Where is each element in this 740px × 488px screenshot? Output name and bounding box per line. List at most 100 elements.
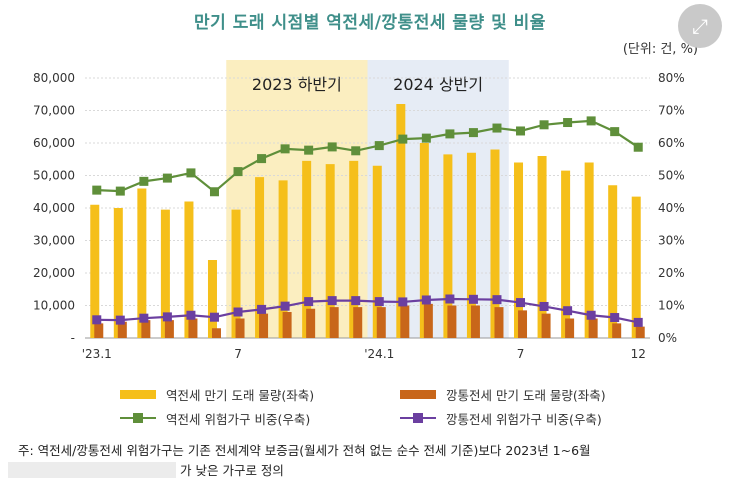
marker-reverse-jeonse-ratio	[610, 127, 620, 137]
bar-empty-jeonse	[612, 323, 622, 338]
y-right-tick-label: 50%	[658, 169, 685, 183]
y-right-tick-label: 70%	[658, 104, 685, 118]
bar-reverse-jeonse	[608, 185, 618, 338]
bar-reverse-jeonse	[231, 209, 241, 338]
legend-item-empty-jeonse-ratio: 깡통전세 위험가구 비중(우축)	[400, 409, 680, 428]
bar-empty-jeonse	[353, 307, 363, 338]
footnote-line-2: 가 낮은 가구로 정의	[180, 463, 284, 478]
marker-empty-jeonse-ratio	[468, 294, 478, 304]
bar-reverse-jeonse	[325, 164, 335, 338]
legend-label: 역전세 만기 도래 물량(좌축)	[166, 387, 315, 403]
expand-arrows-icon[interactable]: ⤢	[678, 4, 722, 48]
bar-reverse-jeonse	[584, 162, 594, 338]
chart-title: 만기 도래 시점별 역전세/깡통전세 물량 및 비율	[194, 13, 546, 33]
marker-empty-jeonse-ratio	[92, 315, 102, 325]
marker-empty-jeonse-ratio	[492, 295, 502, 305]
bar-reverse-jeonse	[90, 204, 100, 338]
footnote: 주: 역전세/깡통전세 위험가구는 기존 전세계약 보증금(월세가 전혀 없는 …	[8, 441, 591, 481]
bar-empty-jeonse	[470, 305, 480, 338]
legend-item-reverse-jeonse-volume: 역전세 만기 도래 물량(좌축)	[120, 385, 400, 404]
bar-empty-jeonse	[306, 308, 316, 338]
bar-reverse-jeonse	[113, 208, 123, 338]
marker-reverse-jeonse-ratio	[327, 142, 337, 152]
y-right-tick-label: 60%	[658, 136, 685, 150]
y-left-tick-label: 40,000	[33, 201, 75, 215]
bar-reverse-jeonse	[490, 149, 500, 338]
marker-reverse-jeonse-ratio	[162, 173, 172, 183]
marker-reverse-jeonse-ratio	[139, 176, 149, 186]
bar-empty-jeonse	[259, 313, 269, 338]
bar-empty-jeonse	[423, 303, 433, 338]
bar-reverse-jeonse	[302, 160, 312, 338]
y-left-tick-label: 20,000	[33, 266, 75, 280]
marker-empty-jeonse-ratio	[115, 315, 125, 325]
marker-empty-jeonse-ratio	[257, 304, 267, 314]
marker-reverse-jeonse-ratio	[233, 167, 243, 177]
legend-swatch	[120, 413, 156, 423]
bar-reverse-jeonse	[561, 170, 571, 338]
marker-empty-jeonse-ratio	[539, 301, 549, 311]
y-left-tick-label: 70,000	[33, 104, 75, 118]
marker-reverse-jeonse-ratio	[445, 129, 455, 139]
bar-empty-jeonse	[565, 318, 575, 338]
shaded-period-2	[367, 60, 509, 338]
y-right-tick-label: 10%	[658, 299, 685, 313]
bar-empty-jeonse	[141, 320, 151, 338]
marker-empty-jeonse-ratio	[351, 296, 361, 306]
marker-empty-jeonse-ratio	[421, 295, 431, 305]
marker-reverse-jeonse-ratio	[563, 118, 573, 128]
legend-label: 깡통전세 위험가구 비중(우축)	[446, 411, 602, 427]
marker-empty-jeonse-ratio	[162, 312, 172, 322]
marker-empty-jeonse-ratio	[398, 297, 408, 307]
y-left-tick-label: 50,000	[33, 169, 75, 183]
x-tick-label: '23.1	[82, 347, 112, 361]
marker-reverse-jeonse-ratio	[539, 120, 549, 130]
legend-swatch	[400, 413, 436, 423]
bar-reverse-jeonse	[419, 143, 429, 338]
bar-reverse-jeonse	[396, 104, 406, 338]
bar-empty-jeonse	[447, 305, 457, 338]
marker-empty-jeonse-ratio	[304, 297, 314, 307]
legend-item-empty-jeonse-volume: 깡통전세 만기 도래 물량(좌축)	[400, 385, 680, 404]
marker-reverse-jeonse-ratio	[209, 187, 219, 197]
bar-empty-jeonse	[588, 318, 598, 338]
marker-empty-jeonse-ratio	[586, 310, 596, 320]
y-right-tick-label: 30%	[658, 234, 685, 248]
marker-reverse-jeonse-ratio	[398, 134, 408, 144]
bar-reverse-jeonse	[514, 162, 524, 338]
legend-label: 깡통전세 만기 도래 물량(좌축)	[446, 387, 606, 403]
shaded-period-label: 2024 상반기	[393, 75, 483, 94]
y-left-tick-label: -	[71, 331, 75, 345]
bar-reverse-jeonse	[255, 177, 265, 338]
marker-empty-jeonse-ratio	[516, 298, 526, 308]
marker-reverse-jeonse-ratio	[280, 144, 290, 154]
marker-empty-jeonse-ratio	[209, 312, 219, 322]
bar-empty-jeonse	[541, 313, 551, 338]
bar-reverse-jeonse	[160, 209, 170, 338]
bar-reverse-jeonse	[349, 160, 359, 338]
y-right-tick-label: 20%	[658, 266, 685, 280]
y-left-tick-label: 30,000	[33, 234, 75, 248]
marker-reverse-jeonse-ratio	[304, 145, 314, 155]
bar-empty-jeonse	[211, 328, 221, 338]
x-tick-label: '24.1	[364, 347, 394, 361]
y-left-tick-label: 10,000	[33, 299, 75, 313]
legend-swatch	[120, 389, 156, 399]
y-right-tick-label: 0%	[658, 331, 677, 345]
marker-reverse-jeonse-ratio	[468, 128, 478, 138]
bar-reverse-jeonse	[466, 152, 476, 338]
y-left-tick-label: 60,000	[33, 136, 75, 150]
marker-reverse-jeonse-ratio	[516, 126, 526, 136]
marker-empty-jeonse-ratio	[633, 317, 643, 327]
x-tick-label: 7	[517, 347, 525, 361]
bar-empty-jeonse	[282, 312, 292, 338]
marker-empty-jeonse-ratio	[563, 306, 573, 316]
legend: 역전세 만기 도래 물량(좌축) 깡통전세 만기 도래 물량(좌축) 역전세 위…	[120, 382, 680, 430]
bar-empty-jeonse	[235, 318, 245, 338]
bar-empty-jeonse	[376, 307, 386, 338]
bar-empty-jeonse	[117, 321, 127, 338]
shaded-period-label: 2023 하반기	[252, 75, 342, 94]
marker-reverse-jeonse-ratio	[92, 185, 102, 195]
marker-reverse-jeonse-ratio	[374, 141, 384, 151]
marker-empty-jeonse-ratio	[610, 313, 620, 323]
